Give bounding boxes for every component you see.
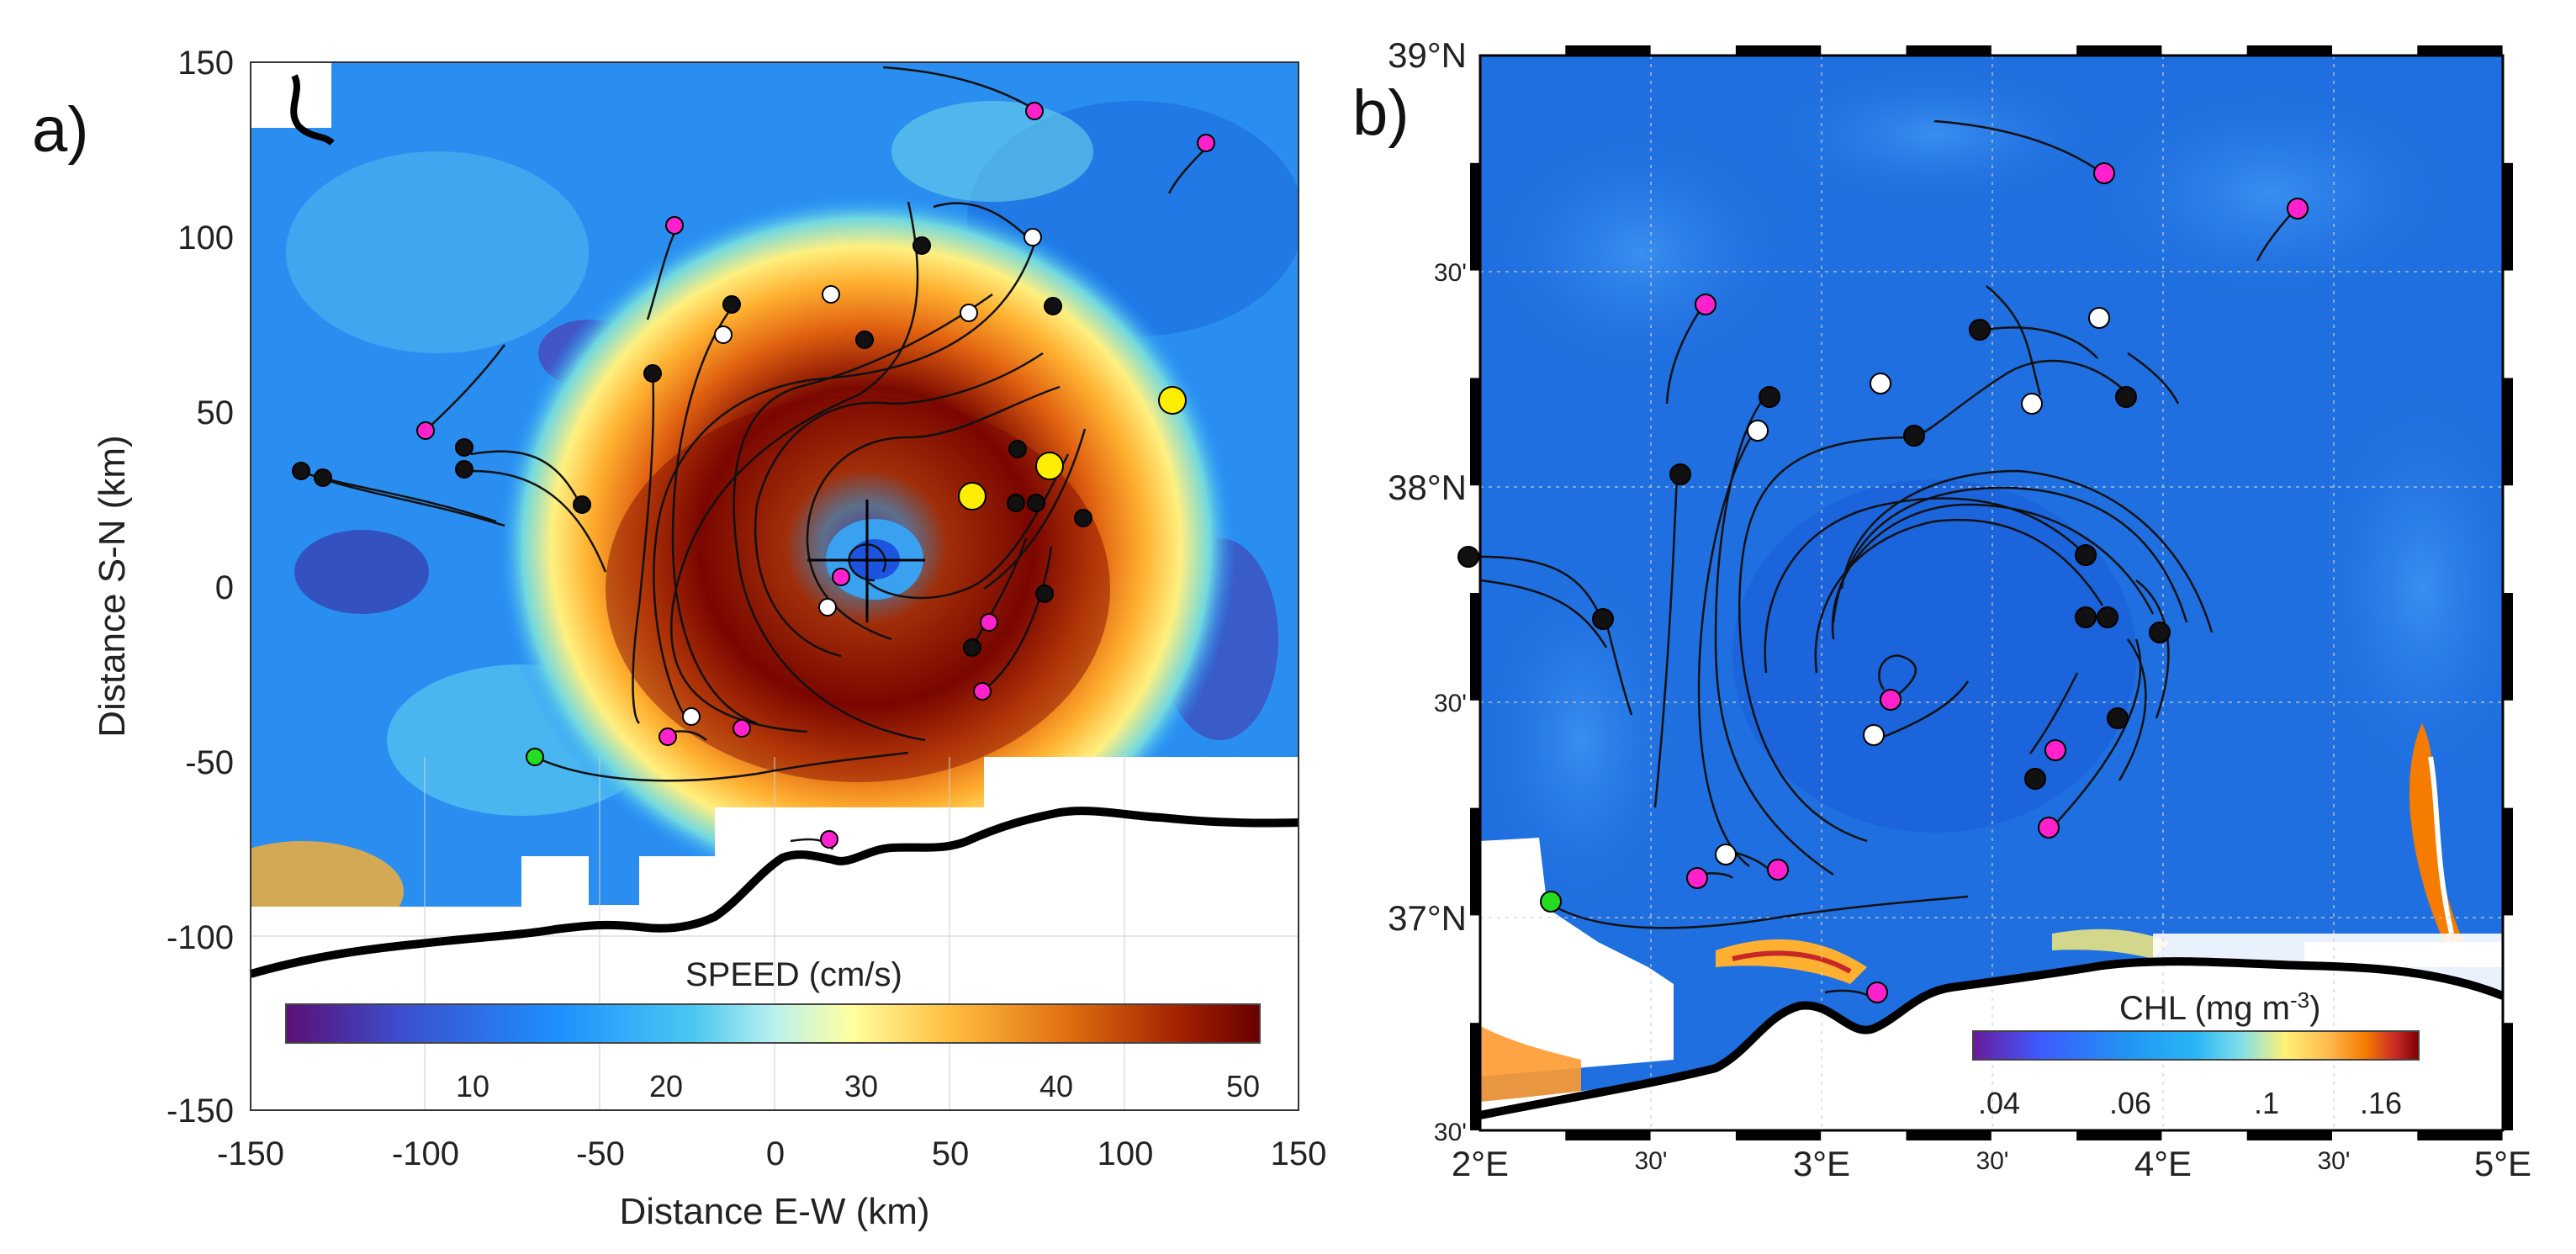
- panel-b-chlorophyll-map: b): [1352, 35, 2531, 1183]
- y-tick: -50: [185, 744, 234, 781]
- border-segment-bottom: [1906, 1130, 1992, 1140]
- chl-colorbar: CHL (mg m-3) .04 .06 .1 .16: [1972, 987, 2420, 1120]
- y-axis-title-a: Distance S-N (km): [92, 435, 133, 737]
- border-segment-bottom: [1735, 1130, 1822, 1140]
- speed-colorbar-tick: 10: [456, 1069, 489, 1103]
- lat-tick: 30': [1434, 690, 1467, 717]
- x-tick: -150: [217, 1135, 284, 1172]
- speed-colorbar: SPEED (cm/s) 10 20 30 40 50: [285, 956, 1261, 1103]
- coastline-b: [1479, 957, 2505, 1119]
- speed-colorbar-tick: 20: [649, 1069, 683, 1103]
- border-segment-left: [1470, 807, 1480, 916]
- x-axis-title-a: Distance E-W (km): [619, 1191, 929, 1232]
- border-segment-right: [2503, 378, 2513, 486]
- speed-colorbar-title: SPEED (cm/s): [685, 956, 902, 993]
- border-segment-left: [1470, 593, 1480, 701]
- border-segment-right: [2503, 162, 2513, 271]
- border-segment-right: [2503, 807, 2513, 916]
- border-segment-left: [1470, 1023, 1480, 1130]
- coastline-a: [249, 807, 1299, 978]
- drifter-tracks-a: [302, 66, 1212, 850]
- lon-tick: 30': [1634, 1147, 1667, 1175]
- lon-tick: 30': [1976, 1147, 2008, 1175]
- chl-colorbar-tick: .1: [2254, 1086, 2279, 1120]
- panel-a-x-ticks: -150 -100 -50 0 50 100 150: [217, 1135, 1326, 1172]
- x-tick: 100: [1098, 1135, 1154, 1172]
- panel-b-grid: [1480, 56, 2503, 1130]
- border-segment-right: [2503, 1023, 2513, 1130]
- border-segment-bottom: [2076, 1130, 2162, 1140]
- speed-colorbar-tick: 50: [1226, 1069, 1260, 1103]
- lon-tick: 4°E: [2134, 1144, 2192, 1183]
- chl-colorbar-tick: .04: [1978, 1086, 2020, 1120]
- border-segment-left: [1470, 162, 1480, 271]
- speed-colorbar-tick: 40: [1039, 1069, 1073, 1103]
- x-tick: -100: [392, 1135, 459, 1172]
- border-segment-left: [1470, 378, 1480, 486]
- border-segment-top: [2417, 45, 2503, 56]
- border-segment-top: [2076, 45, 2162, 56]
- y-tick: -100: [167, 919, 234, 956]
- panel-a-y-ticks: 150 100 50 0 -50 -100 -150: [167, 45, 234, 1130]
- x-tick: 0: [766, 1135, 785, 1172]
- border-segment-bottom: [2246, 1130, 2332, 1140]
- map-border: [1470, 45, 2513, 1140]
- lon-tick: 30': [2317, 1147, 2350, 1175]
- panel-b-lat-ticks: 39°N 30' 38°N 30' 37°N 30': [1388, 35, 1467, 1146]
- border-segment-top: [2246, 45, 2332, 56]
- panel-a-grid: [251, 757, 1299, 1110]
- lat-tick: 38°N: [1388, 468, 1467, 507]
- x-tick: 150: [1271, 1135, 1327, 1172]
- panel-a-speed-map: a): [32, 45, 1326, 1232]
- chl-colorbar-title: CHL (mg m-3): [2119, 987, 2320, 1027]
- y-tick: 0: [215, 569, 234, 606]
- panel-a-frame: [250, 61, 1299, 1111]
- lon-tick: 2°E: [1452, 1144, 1509, 1183]
- border-segment-top: [1906, 45, 1992, 56]
- y-tick: -150: [167, 1093, 234, 1130]
- border-segment-right: [2503, 593, 2513, 701]
- chl-colorbar-tick: .06: [2109, 1086, 2151, 1120]
- y-tick: 100: [177, 220, 234, 257]
- border-segment-bottom: [1565, 1130, 1651, 1140]
- lat-tick: 37°N: [1388, 898, 1467, 938]
- x-tick: -50: [576, 1135, 625, 1172]
- chl-colorbar-tick: .16: [2360, 1086, 2402, 1120]
- speed-colorbar-tick: 30: [844, 1069, 878, 1103]
- panel-b-lon-ticks: 2°E 30' 3°E 30' 4°E 30' 5°E: [1452, 1144, 2531, 1183]
- border-segment-top: [1565, 45, 1651, 56]
- y-tick: 50: [197, 394, 235, 431]
- border-segment-bottom: [2417, 1130, 2503, 1140]
- border-segment-top: [1735, 45, 1822, 56]
- lon-tick: 3°E: [1793, 1144, 1850, 1183]
- lat-tick: 30': [1434, 259, 1467, 287]
- panel-b-frame: [1478, 54, 2505, 1132]
- y-tick: 150: [177, 45, 234, 82]
- lat-tick: 30': [1434, 1119, 1467, 1146]
- island-coast: [290, 74, 335, 146]
- panel-a-label: a): [32, 94, 89, 166]
- chlorophyll-field: [1480, 56, 2503, 1130]
- lon-tick: 5°E: [2474, 1144, 2531, 1183]
- eddy-centre-cross: [807, 500, 925, 622]
- lat-tick: 39°N: [1388, 35, 1467, 75]
- drifter-markers-b: [1457, 162, 2309, 1003]
- x-tick: 50: [932, 1135, 970, 1172]
- panel-b-label: b): [1352, 77, 1410, 149]
- drifter-markers-a: [292, 102, 1215, 849]
